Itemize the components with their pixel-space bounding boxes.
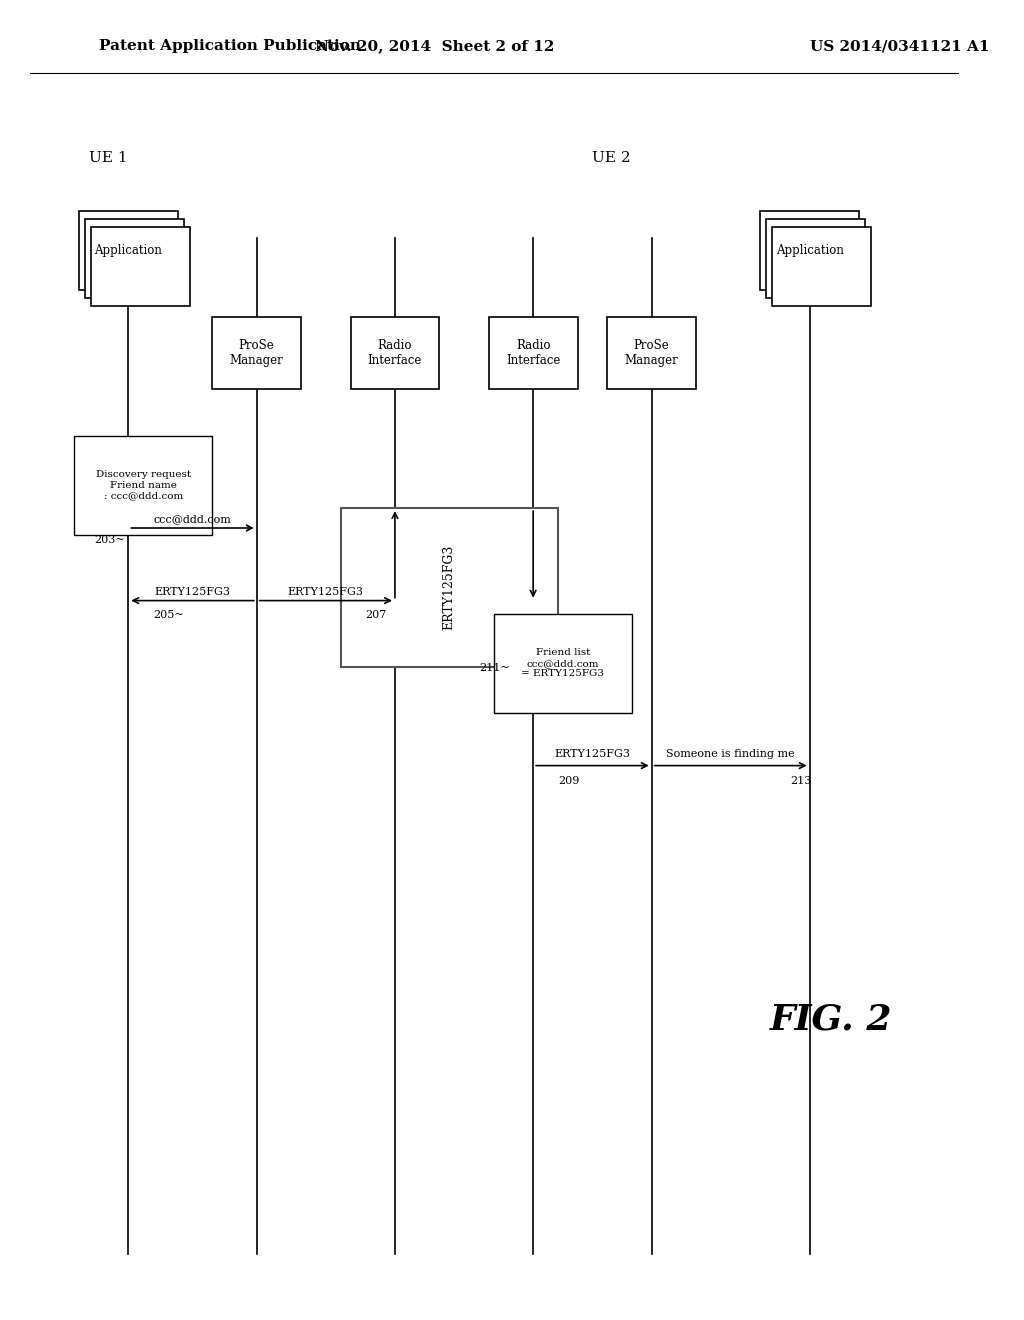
Text: UE 2: UE 2 <box>593 152 631 165</box>
Text: ERTY125FG3: ERTY125FG3 <box>442 545 456 630</box>
Text: ERTY125FG3: ERTY125FG3 <box>155 586 230 597</box>
FancyBboxPatch shape <box>350 317 439 389</box>
Text: ProSe
Manager: ProSe Manager <box>625 339 679 367</box>
FancyBboxPatch shape <box>766 219 865 298</box>
FancyBboxPatch shape <box>212 317 301 389</box>
FancyBboxPatch shape <box>74 436 212 535</box>
FancyBboxPatch shape <box>79 211 178 290</box>
Text: 211~: 211~ <box>479 663 510 673</box>
FancyBboxPatch shape <box>607 317 696 389</box>
Text: Friend list
ccc@ddd.com
= ERTY125FG3: Friend list ccc@ddd.com = ERTY125FG3 <box>521 648 604 678</box>
Text: ERTY125FG3: ERTY125FG3 <box>288 586 364 597</box>
Text: Nov. 20, 2014  Sheet 2 of 12: Nov. 20, 2014 Sheet 2 of 12 <box>314 40 554 53</box>
FancyBboxPatch shape <box>91 227 189 306</box>
Text: Application: Application <box>94 244 162 257</box>
Text: Application: Application <box>776 244 844 257</box>
Text: FIG. 2: FIG. 2 <box>770 1003 893 1036</box>
FancyBboxPatch shape <box>772 227 870 306</box>
Text: 205~: 205~ <box>153 610 183 620</box>
Text: Patent Application Publication: Patent Application Publication <box>98 40 360 53</box>
Text: 203~: 203~ <box>94 535 125 545</box>
FancyBboxPatch shape <box>341 508 558 667</box>
FancyBboxPatch shape <box>85 219 183 298</box>
Text: 207: 207 <box>366 610 387 620</box>
Text: Someone is finding me: Someone is finding me <box>667 748 795 759</box>
FancyBboxPatch shape <box>494 614 632 713</box>
Text: Radio
Interface: Radio Interface <box>368 339 422 367</box>
Text: ERTY125FG3: ERTY125FG3 <box>554 748 631 759</box>
Text: US 2014/0341121 A1: US 2014/0341121 A1 <box>810 40 989 53</box>
FancyBboxPatch shape <box>760 211 859 290</box>
Text: 209: 209 <box>558 776 580 787</box>
Text: ProSe
Manager: ProSe Manager <box>229 339 284 367</box>
Text: ccc@ddd.com: ccc@ddd.com <box>154 513 231 524</box>
Text: Discovery request
Friend name
: ccc@ddd.com: Discovery request Friend name : ccc@ddd.… <box>95 470 190 500</box>
FancyBboxPatch shape <box>488 317 578 389</box>
Text: UE 1: UE 1 <box>89 152 127 165</box>
Text: Radio
Interface: Radio Interface <box>506 339 560 367</box>
Text: 213: 213 <box>790 776 811 787</box>
